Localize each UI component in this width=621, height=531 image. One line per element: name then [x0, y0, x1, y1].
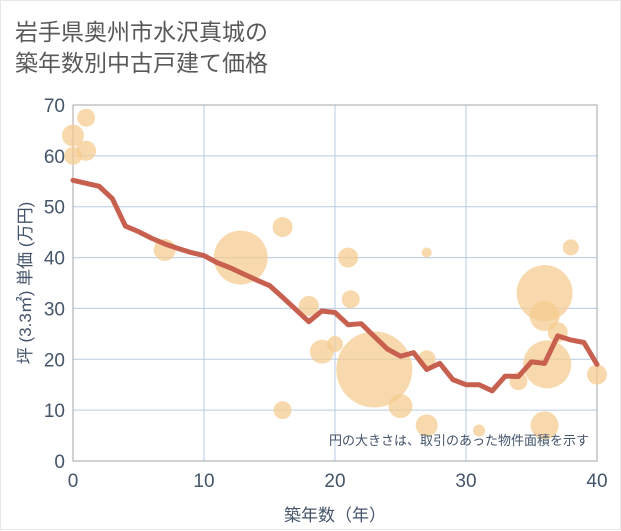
- data-point-bubble: [562, 239, 579, 256]
- x-axis-tick-labels: 0 10 20 30 40: [68, 471, 608, 492]
- data-point-bubble: [473, 424, 486, 437]
- y-axis-title: 坪 (3.3㎡) 単価 (万円): [16, 202, 35, 364]
- bubble-size-note: 円の大きさは、取引のあった物件面積を示す: [329, 433, 589, 448]
- plot-frame: [72, 104, 598, 462]
- y-tick-label: 10: [44, 401, 65, 422]
- x-axis-title: 築年数（年）: [284, 506, 386, 525]
- y-tick-label: 60: [44, 147, 65, 168]
- data-point-bubble: [338, 247, 359, 268]
- data-point-bubble: [587, 364, 607, 385]
- data-point-bubble: [76, 140, 97, 161]
- y-tick-label: 70: [44, 96, 65, 117]
- data-point-bubble: [421, 247, 432, 258]
- data-point-bubble: [415, 414, 438, 437]
- trend-line-series: [70, 177, 600, 394]
- data-point-bubble: [213, 230, 268, 285]
- y-tick-label: 20: [44, 350, 65, 371]
- data-point-bubble: [298, 295, 319, 316]
- plot-area-border: [72, 104, 598, 462]
- grid-lines: [73, 104, 598, 461]
- y-axis-tick-labels: 0 10 20 30 40 50 60 70: [44, 96, 65, 473]
- data-point-bubble: [529, 301, 560, 332]
- y-tick-label: 50: [44, 198, 65, 219]
- x-tick-label: 20: [324, 471, 345, 492]
- data-point-bubble: [327, 336, 343, 353]
- x-tick-label: 40: [586, 471, 607, 492]
- data-point-bubble: [516, 265, 573, 322]
- trend-line: [70, 177, 600, 394]
- data-point-bubble: [273, 401, 292, 420]
- page-title: 岩手県奥州市水沢真城の 築年数別中古戸建て価格: [15, 19, 268, 76]
- data-point-bubble: [341, 290, 360, 309]
- y-tick-label: 40: [44, 249, 65, 270]
- data-point-bubble: [62, 124, 84, 147]
- data-point-bubble: [523, 340, 572, 389]
- y-tick-label: 0: [54, 452, 65, 473]
- x-tick-label: 0: [68, 471, 79, 492]
- y-tick-label: 30: [44, 299, 65, 320]
- data-point-bubble: [272, 217, 293, 238]
- x-tick-label: 30: [455, 471, 476, 492]
- data-point-bubble: [530, 411, 559, 440]
- data-point-bubble: [388, 394, 413, 419]
- data-point-bubble: [77, 108, 96, 127]
- x-tick-label: 10: [193, 471, 214, 492]
